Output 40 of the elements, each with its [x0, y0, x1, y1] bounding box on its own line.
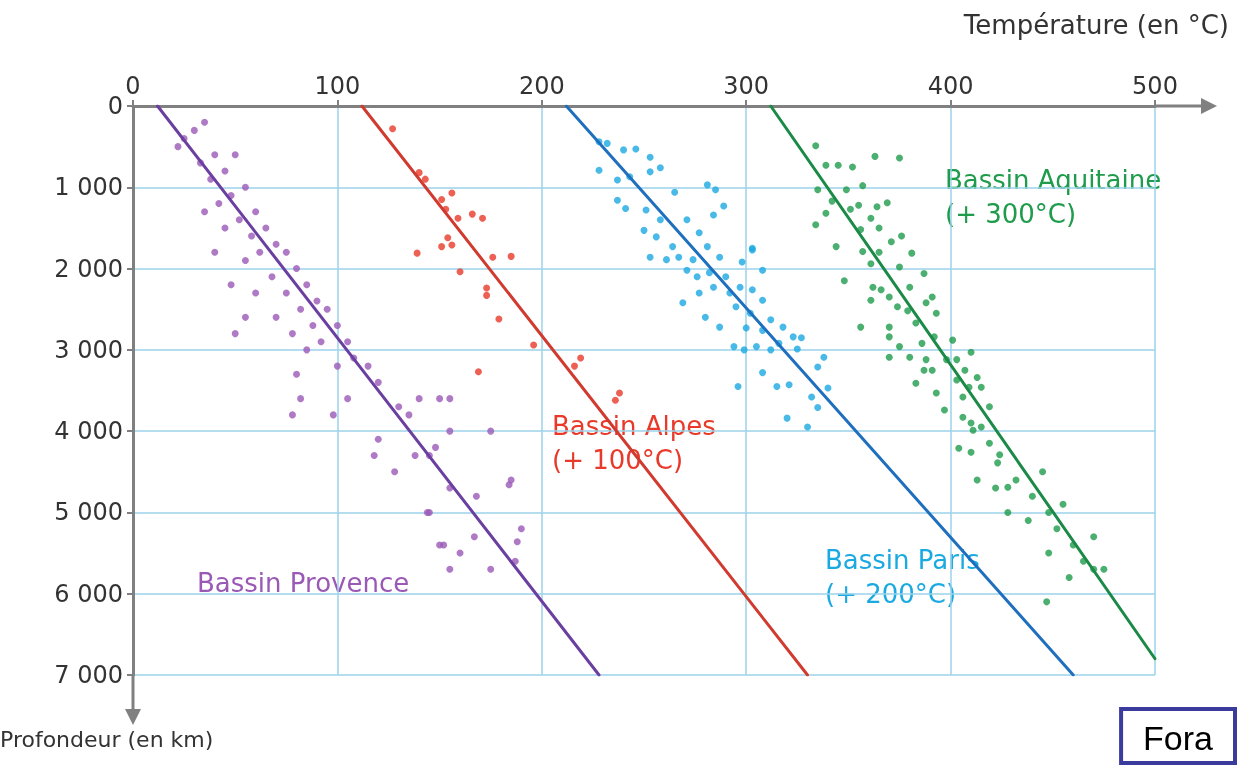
x-axis-title: Température (en °C): [962, 10, 1230, 40]
y-tick-label: 4 000: [54, 417, 123, 446]
point: [483, 291, 491, 299]
x-tick-label: 100: [314, 72, 361, 100]
y-tick-label: 2 000: [54, 254, 123, 283]
y-axis-title: Profondeur (en km): [0, 726, 214, 752]
point: [438, 243, 446, 251]
point: [483, 284, 491, 292]
y-tick-label: 1 000: [54, 173, 123, 202]
point: [577, 354, 585, 362]
point: [421, 175, 429, 183]
text: Fora: [1143, 719, 1214, 757]
point: [389, 125, 397, 133]
point: [479, 214, 487, 222]
point: [456, 268, 464, 276]
point: [444, 234, 452, 242]
point: [530, 341, 538, 349]
point: [413, 249, 421, 257]
point: [415, 169, 423, 177]
y-tick-label: 0: [107, 92, 123, 120]
point: [438, 195, 446, 203]
point: [611, 396, 619, 404]
y-tick-label: 6 000: [54, 579, 123, 608]
point: [468, 210, 476, 218]
series-label: Bassin Aquitaine (+ 300°C): [945, 165, 1162, 229]
x-tick-label: 0: [125, 72, 141, 100]
point: [489, 253, 497, 261]
x-tick-label: 300: [723, 72, 770, 100]
point: [615, 389, 623, 397]
x-tick-label: 500: [1132, 72, 1178, 100]
y-tick-label: 3 000: [54, 335, 123, 364]
series-label: Bassin Provence: [197, 568, 410, 598]
y-tick-label: 7 000: [54, 661, 123, 689]
point: [571, 362, 578, 370]
y-tick-label: 5 000: [54, 498, 123, 527]
x-tick-label: 200: [518, 72, 565, 100]
x-tick-label: 400: [927, 72, 974, 100]
point: [474, 368, 482, 376]
point: [448, 189, 456, 197]
point: [507, 252, 515, 260]
